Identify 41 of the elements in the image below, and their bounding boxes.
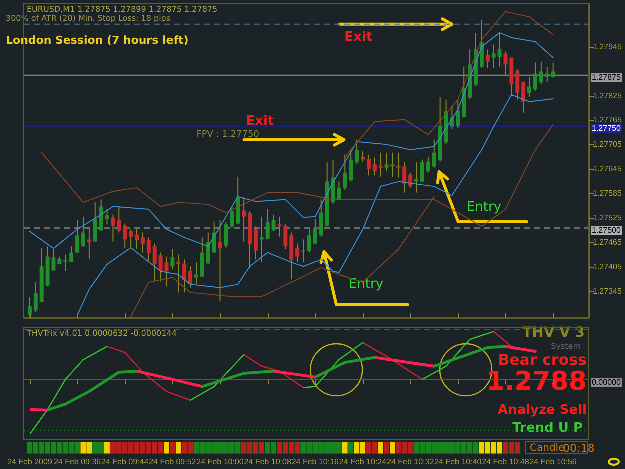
text: 00:18 — [563, 442, 595, 455]
y-tick-label: 1.27825 — [593, 91, 622, 100]
x-tick-label: 24 Feb 10:08 — [244, 458, 292, 466]
annotation: Analyze Sell — [498, 403, 587, 418]
y-tick-label: 1.27405 — [593, 262, 622, 272]
ref-line-label: 1.27500 — [591, 226, 622, 236]
ref-line-label: 0.00000 — [591, 378, 622, 387]
annotation: 1.2788 — [486, 367, 587, 397]
y-tick-label: 1.27525 — [593, 214, 622, 223]
x-tick-label: 24 Feb 09:52 — [149, 458, 197, 466]
x-tick-label: 24 Feb 10:40 — [434, 458, 482, 466]
y-tick-label: 1.27465 — [593, 238, 622, 248]
annotation: Exit — [246, 114, 274, 129]
annotation: Exit — [344, 30, 373, 46]
annotation: Trend U P — [512, 421, 583, 436]
annotation: Bear cross — [498, 351, 587, 369]
annotation: Entry — [466, 200, 502, 215]
y-tick-label: 1.27585 — [593, 189, 622, 198]
y-tick-label: 1.27645 — [593, 164, 622, 174]
y-tick-label: 1.27945 — [593, 42, 622, 52]
x-tick-label: 24 Feb 10:48 — [482, 458, 530, 466]
ref-line-label: 1.27875 — [591, 73, 622, 82]
x-tick-label: 24 Feb 10:56 — [530, 458, 578, 466]
text: Candle — [530, 443, 565, 454]
x-tick-label: 24 Feb 10:16 — [292, 458, 340, 466]
y-tick-label: 1.27765 — [593, 116, 622, 125]
x-tick-label: 24 Feb 10:32 — [387, 458, 435, 466]
annotation: System — [551, 342, 581, 351]
annotation: Entry — [348, 277, 384, 292]
chart-title: EURUSD,M1 1.27875 1.27899 1.27875 1.27875 — [27, 5, 218, 14]
ref-line-label: 1.27750 — [591, 124, 622, 134]
y-tick-label: 1.27345 — [593, 286, 622, 296]
annotation: London Session (7 hours left) — [6, 34, 189, 47]
x-tick-label: 24 Feb 09:36 — [54, 458, 102, 466]
x-tick-label: 24 Feb 10:00 — [196, 458, 244, 466]
chart-title: THVTrix v4.01 0.0000632 -0.0000144 — [27, 329, 177, 338]
x-tick-label: 24 Feb 2009 — [7, 458, 53, 466]
x-tick-label: 24 Feb 10:24 — [339, 458, 388, 466]
annotation: FPV : 1.27750 — [196, 130, 260, 140]
x-tick-label: 24 Feb 09:44 — [102, 458, 150, 466]
y-tick-label: 1.27705 — [593, 140, 622, 150]
